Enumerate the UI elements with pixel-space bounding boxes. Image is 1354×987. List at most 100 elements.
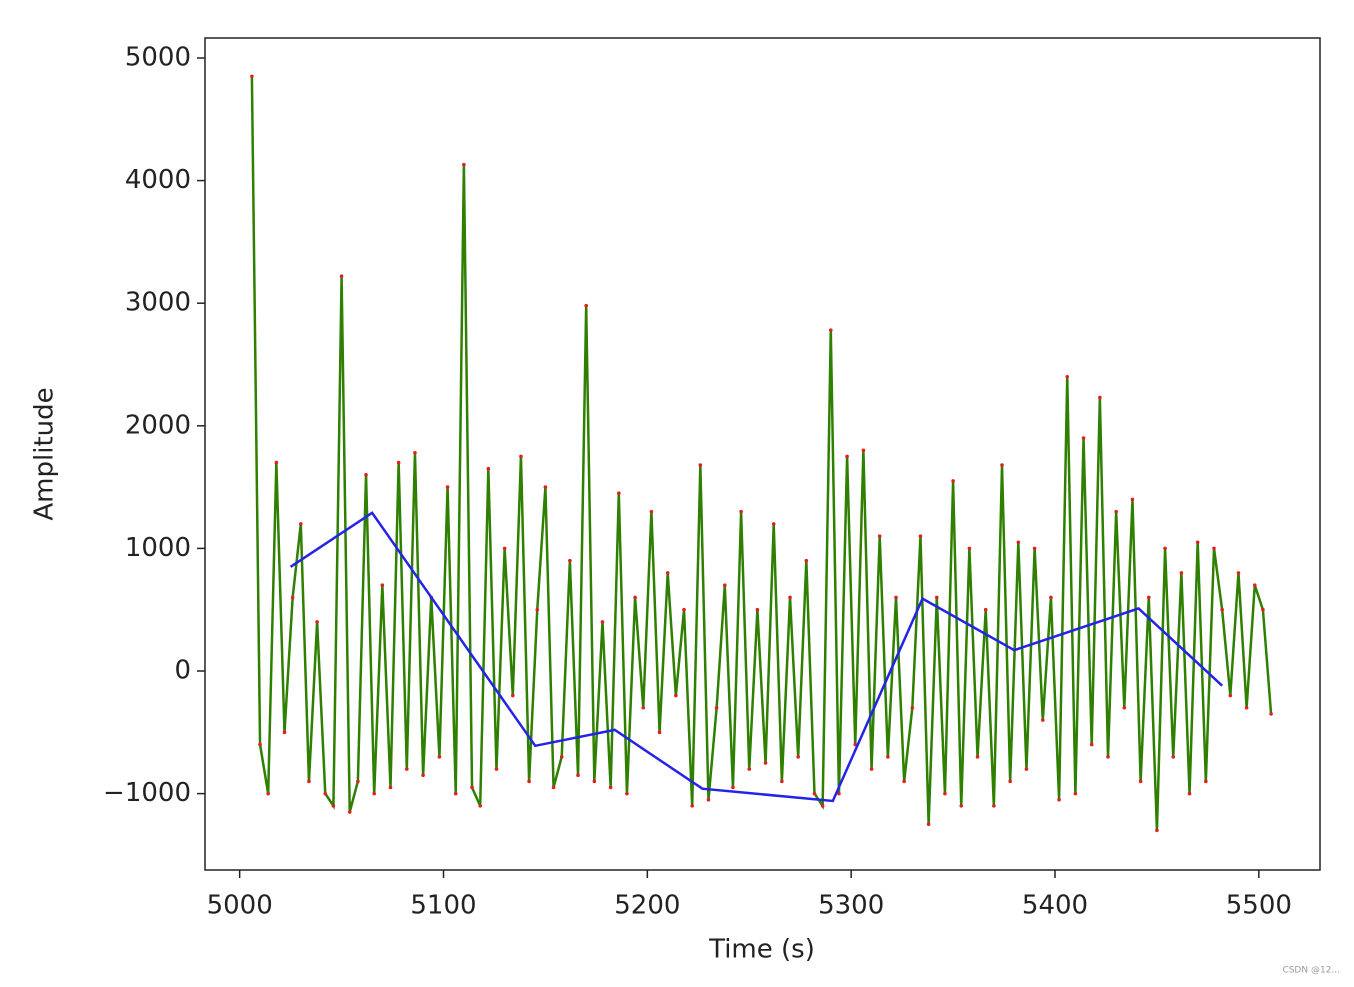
- series-line: [289, 511, 1224, 803]
- point-marker: [625, 791, 629, 796]
- point-marker: [731, 785, 735, 790]
- plot-frame: [204, 37, 1321, 871]
- point-marker: [926, 822, 931, 827]
- point-marker: [453, 791, 458, 796]
- point-marker: [331, 804, 336, 808]
- point-marker: [877, 534, 882, 538]
- point-marker: [1220, 607, 1224, 612]
- point-marker: [608, 785, 613, 790]
- point-marker: [396, 460, 401, 465]
- point-marker: [902, 779, 906, 784]
- point-marker: [413, 450, 417, 455]
- point-marker: [356, 779, 360, 784]
- point-marker: [494, 767, 499, 771]
- point-marker: [1204, 779, 1208, 784]
- point-marker: [551, 785, 556, 790]
- point-marker: [1016, 540, 1021, 545]
- point-marker: [1228, 693, 1233, 698]
- point-marker: [1155, 828, 1159, 833]
- point-marker: [763, 761, 768, 765]
- point-marker: [1130, 497, 1135, 502]
- point-marker: [372, 791, 376, 796]
- point-marker: [894, 595, 898, 600]
- point-marker: [674, 693, 678, 698]
- x-axis-label: Time (s): [708, 935, 815, 965]
- y-axis-label: Amplitude: [30, 387, 60, 520]
- point-marker: [1024, 767, 1029, 771]
- point-marker: [600, 620, 605, 624]
- point-marker: [788, 595, 792, 600]
- point-marker: [1081, 436, 1086, 440]
- point-marker: [535, 607, 540, 612]
- point-marker: [1244, 705, 1249, 710]
- point-marker: [1073, 791, 1078, 796]
- x-tick-label: 5000: [207, 891, 273, 921]
- x-tick-label: 5200: [614, 891, 680, 921]
- point-marker: [780, 779, 784, 784]
- y-tick-label: 1000: [125, 533, 191, 563]
- point-marker: [1212, 546, 1216, 551]
- point-marker: [1236, 571, 1241, 575]
- point-marker: [739, 509, 743, 514]
- point-marker: [1089, 742, 1094, 747]
- point-marker: [967, 546, 972, 551]
- x-tick-label: 5500: [1226, 891, 1292, 921]
- point-marker: [1146, 595, 1151, 600]
- point-marker: [682, 607, 686, 612]
- point-marker: [486, 466, 491, 471]
- point-marker: [323, 791, 328, 796]
- point-marker: [347, 810, 352, 814]
- point-marker: [502, 546, 507, 551]
- point-marker: [1195, 540, 1200, 545]
- point-marker: [527, 779, 531, 784]
- point-marker: [576, 773, 580, 778]
- point-marker: [804, 558, 809, 563]
- point-marker: [1179, 571, 1184, 575]
- point-marker: [568, 558, 572, 563]
- point-marker: [951, 479, 955, 483]
- point-marker: [290, 595, 295, 600]
- watermark: CSDN @12...: [1282, 966, 1340, 976]
- point-marker: [510, 693, 515, 698]
- point-marker: [388, 785, 393, 790]
- point-marker: [462, 162, 466, 167]
- point-marker: [649, 509, 654, 514]
- y-tick-label: 3000: [125, 288, 191, 318]
- point-marker: [690, 804, 694, 808]
- y-tick-label: 0: [174, 656, 191, 686]
- point-marker: [714, 705, 719, 710]
- point-marker: [1008, 779, 1012, 784]
- point-marker: [869, 767, 874, 771]
- point-marker: [421, 773, 425, 778]
- point-marker: [1000, 463, 1004, 467]
- point-marker: [1049, 595, 1053, 600]
- point-marker: [665, 571, 670, 575]
- point-marker: [722, 583, 727, 587]
- point-marker: [1261, 607, 1265, 612]
- point-marker: [992, 804, 996, 808]
- point-marker: [1114, 509, 1118, 514]
- point-marker: [592, 779, 597, 784]
- point-marker: [886, 755, 890, 759]
- point-marker: [698, 463, 703, 467]
- point-marker: [861, 448, 866, 453]
- point-marker: [747, 767, 752, 771]
- point-marker: [405, 767, 409, 771]
- point-marker: [771, 522, 776, 526]
- y-tick-label: 2000: [125, 410, 191, 440]
- point-marker: [1032, 546, 1037, 551]
- point-marker: [1187, 791, 1192, 796]
- point-marker: [983, 607, 988, 612]
- point-marker: [812, 791, 817, 796]
- y-tick-label: −1000: [103, 778, 191, 808]
- point-marker: [918, 534, 923, 538]
- point-marker: [559, 755, 564, 759]
- point-marker: [1040, 718, 1045, 722]
- point-marker: [1106, 755, 1110, 759]
- point-marker: [943, 791, 947, 796]
- point-marker: [307, 779, 311, 784]
- point-marker: [274, 460, 279, 465]
- point-marker: [380, 583, 385, 587]
- point-marker: [616, 491, 621, 496]
